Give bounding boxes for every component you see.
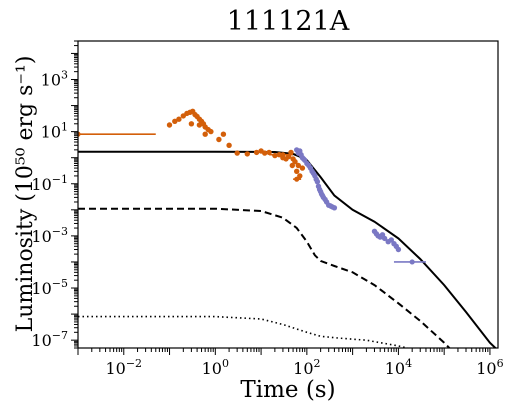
data-points	[166, 108, 402, 253]
chart-title: 111121A	[227, 6, 350, 37]
bat-data-point	[216, 136, 222, 143]
bat-data-point	[188, 121, 195, 127]
bat-data-point	[244, 151, 250, 157]
x-tick-label: 100	[202, 357, 229, 378]
bat-data-point	[208, 128, 214, 135]
bat-data-point	[226, 142, 232, 148]
bat-data-point	[172, 118, 178, 125]
y-tick-label: 103	[41, 69, 68, 90]
xrt-data-point	[381, 235, 388, 242]
xrt-data-point	[331, 205, 338, 211]
bat-data-point	[234, 150, 240, 156]
xrt-data-point	[388, 237, 394, 243]
bat-data-point	[266, 149, 272, 156]
xrt-error-bar-point	[409, 259, 415, 265]
bat-data-point	[294, 168, 300, 174]
x-tick-label: 102	[293, 357, 320, 378]
bat-data-point	[262, 150, 268, 156]
bat-data-point	[299, 165, 306, 171]
bat-data-point	[253, 149, 260, 156]
model-curves	[78, 150, 497, 348]
xrt-data-point	[395, 246, 402, 253]
y-axis-label: Luminosity (10⁵⁰ erg s⁻¹)	[13, 56, 38, 333]
bat-data-point	[285, 153, 292, 160]
x-axis-label: Time (s)	[240, 377, 335, 403]
bat-data-point	[276, 152, 282, 158]
bat-data-point	[176, 116, 182, 122]
plot-frame	[77, 40, 499, 349]
x-tick-label: 104	[385, 357, 412, 378]
x-tick-label: 106	[476, 357, 503, 378]
model-curve-dotted	[78, 315, 411, 348]
bat-data-point	[196, 122, 203, 128]
bat-data-point	[297, 173, 303, 179]
bat-data-point	[292, 159, 298, 165]
bat-data-point	[220, 131, 227, 137]
y-tick-label: 101	[41, 121, 68, 142]
bat-data-point	[288, 149, 294, 156]
model-curve-dashed	[78, 207, 451, 348]
x-tick-label: 10−2	[105, 357, 142, 378]
bat-data-point	[202, 131, 208, 137]
bat-error-bar-point	[78, 131, 81, 137]
bat-data-point	[295, 162, 301, 169]
bat-data-point	[289, 162, 295, 169]
x-axis: 10−2 100 102 104 106	[77, 348, 504, 378]
model-curve-solid	[78, 150, 497, 348]
bat-data-point	[166, 122, 173, 128]
bat-data-point	[272, 152, 278, 159]
xrt-data-point	[314, 179, 321, 185]
